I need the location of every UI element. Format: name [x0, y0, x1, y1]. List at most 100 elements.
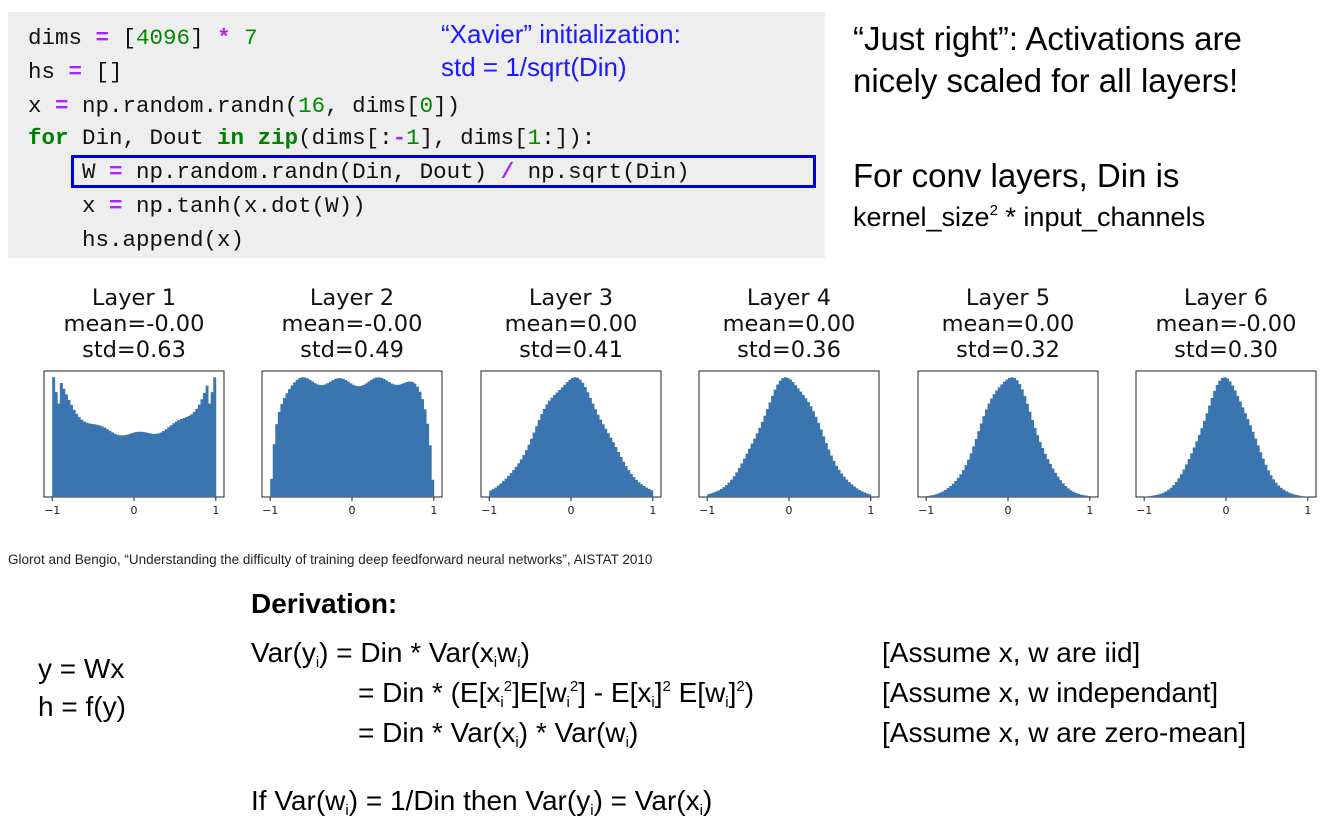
xavier-note-line-1: “Xavier” initialization:: [441, 19, 681, 49]
histogram-bar: [64, 394, 68, 497]
histogram-bar: [149, 433, 153, 497]
histogram-bar: [321, 385, 325, 497]
histogram-bar: [62, 388, 66, 497]
histogram-bar: [93, 424, 97, 497]
histogram-bar: [1205, 413, 1209, 497]
histogram-bar: [300, 377, 304, 497]
histogram-bar: [326, 383, 330, 497]
histogram-bar: [629, 473, 633, 497]
histogram-bar: [331, 380, 335, 497]
histogram-bar: [1284, 491, 1288, 497]
histogram-bar: [1082, 495, 1086, 497]
histogram-bar: [852, 486, 856, 497]
histogram-bar: [339, 378, 343, 497]
histogram-title-2: Layer 2: [309, 285, 395, 311]
histogram-bar: [611, 442, 615, 497]
histogram-bar: [1254, 438, 1258, 497]
conv-note-line: For conv layers, Din is: [853, 157, 1180, 194]
histogram-bar: [1215, 385, 1219, 497]
code-line-6: x = np.tanh(x.dot(W)): [28, 193, 366, 219]
histogram-bar: [707, 494, 711, 497]
histogram-bar: [735, 472, 739, 497]
histogram-bar: [1197, 434, 1201, 497]
histogram-bar: [637, 482, 641, 497]
histogram-bar: [804, 398, 808, 497]
histogram-bar: [1210, 397, 1214, 497]
histogram-bar: [740, 463, 744, 497]
histogram-bar: [760, 421, 764, 497]
histogram-bar: [405, 382, 409, 497]
histogram-bar: [709, 493, 713, 497]
histogram-bar: [645, 487, 649, 497]
histogram-bar: [428, 445, 432, 497]
histogram-bar: [1279, 487, 1283, 497]
histogram-bar: [832, 460, 836, 497]
histogram-bar: [328, 381, 332, 497]
histogram-bar: [812, 411, 815, 497]
histogram-bar: [535, 426, 539, 497]
histogram-bar: [547, 400, 551, 497]
histogram-bar: [819, 429, 823, 497]
histogram-bar: [1041, 448, 1045, 497]
histogram-bar: [753, 438, 757, 497]
histogram-std-5: std=0.32: [956, 337, 1060, 363]
histogram-bar: [1174, 481, 1178, 497]
histogram-bar: [632, 477, 636, 497]
histogram-bar: [418, 391, 422, 497]
histogram-bar: [1033, 427, 1037, 497]
histogram-bar: [865, 493, 869, 497]
histogram-title-1: Layer 1 mean=-0.00 std=0.63: [44, 285, 224, 363]
histogram-bar: [614, 447, 618, 497]
histogram-bar: [1059, 480, 1063, 497]
histogram-bar: [180, 418, 183, 497]
histogram-bar: [116, 434, 120, 497]
histogram-bar: [1213, 390, 1217, 497]
histogram-bar: [208, 403, 212, 497]
histogram-bar: [845, 479, 849, 497]
x-tick-label: −1: [918, 504, 934, 517]
histogram-bar: [1220, 377, 1224, 497]
histogram-bar: [1015, 380, 1019, 497]
histogram-bar: [172, 423, 176, 497]
histogram-bar: [768, 402, 772, 497]
assumption-zero-mean: [Assume x, w are zero-mean]: [882, 717, 1247, 748]
histogram-bar: [415, 386, 419, 497]
histogram-bar: [609, 437, 613, 497]
histogram-bar: [1233, 390, 1237, 497]
histogram-bar: [732, 476, 736, 497]
histogram-bar: [730, 479, 734, 497]
histogram-bar: [131, 432, 135, 497]
histogram-bar: [964, 465, 968, 497]
histogram-bar: [750, 443, 754, 497]
histogram-bar: [1202, 420, 1206, 497]
histogram-bar: [527, 444, 531, 497]
histogram-bar: [336, 378, 340, 497]
histogram-bar: [205, 385, 209, 497]
x-tick-label: −1: [699, 504, 715, 517]
histogram-mean-6: mean=-0.00: [1155, 311, 1297, 337]
histogram-bar: [799, 391, 803, 497]
histogram-bar: [1185, 464, 1189, 497]
histogram-bar: [72, 409, 76, 497]
histogram-bar: [586, 392, 590, 497]
histogram-bar: [341, 378, 345, 497]
histogram-bar: [185, 417, 189, 497]
equation-y: y = Wx: [38, 653, 125, 684]
histogram-bar: [1084, 495, 1088, 497]
histogram-bar: [213, 377, 217, 497]
histogram-mean-3: mean=0.00: [504, 311, 638, 337]
histogram-bar: [1051, 468, 1055, 497]
histogram-mean-5: mean=0.00: [941, 311, 1075, 337]
equation-h: h = f(y): [38, 691, 126, 722]
histogram-bar: [392, 384, 396, 497]
histogram-bar: [519, 459, 523, 497]
histogram-bar: [617, 451, 620, 497]
x-tick-label: 1: [649, 504, 656, 517]
histogram-bar: [514, 466, 518, 497]
histogram-bar: [121, 435, 125, 497]
histogram-title-6: Layer 6: [1183, 285, 1269, 311]
assumption-independent: [Assume x, w independant]: [882, 677, 1219, 708]
histogram-bar: [794, 385, 798, 497]
histogram-bar: [786, 377, 790, 497]
histogram-bar: [75, 413, 79, 497]
